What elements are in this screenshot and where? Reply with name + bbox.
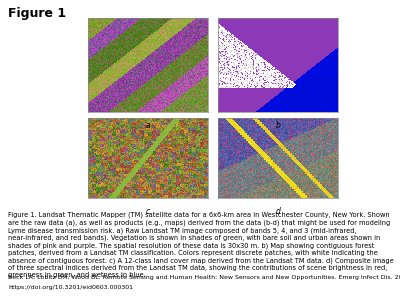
Text: d: d: [276, 207, 280, 216]
Text: Beck LR, Lobitz BM, Wood BL. Remote Sensing and Human Health: New Sensors and Ne: Beck LR, Lobitz BM, Wood BL. Remote Sens…: [8, 274, 400, 280]
Text: a: a: [146, 121, 150, 130]
Text: b: b: [276, 121, 280, 130]
Text: Figure 1: Figure 1: [8, 8, 66, 20]
Text: Figure 1. Landsat Thematic Mapper (TM) satellite data for a 6x6-km area in Westc: Figure 1. Landsat Thematic Mapper (TM) s…: [8, 212, 394, 278]
Text: c: c: [146, 207, 150, 216]
Text: https://doi.org/10.3201/eid0603.000301: https://doi.org/10.3201/eid0603.000301: [8, 285, 133, 290]
